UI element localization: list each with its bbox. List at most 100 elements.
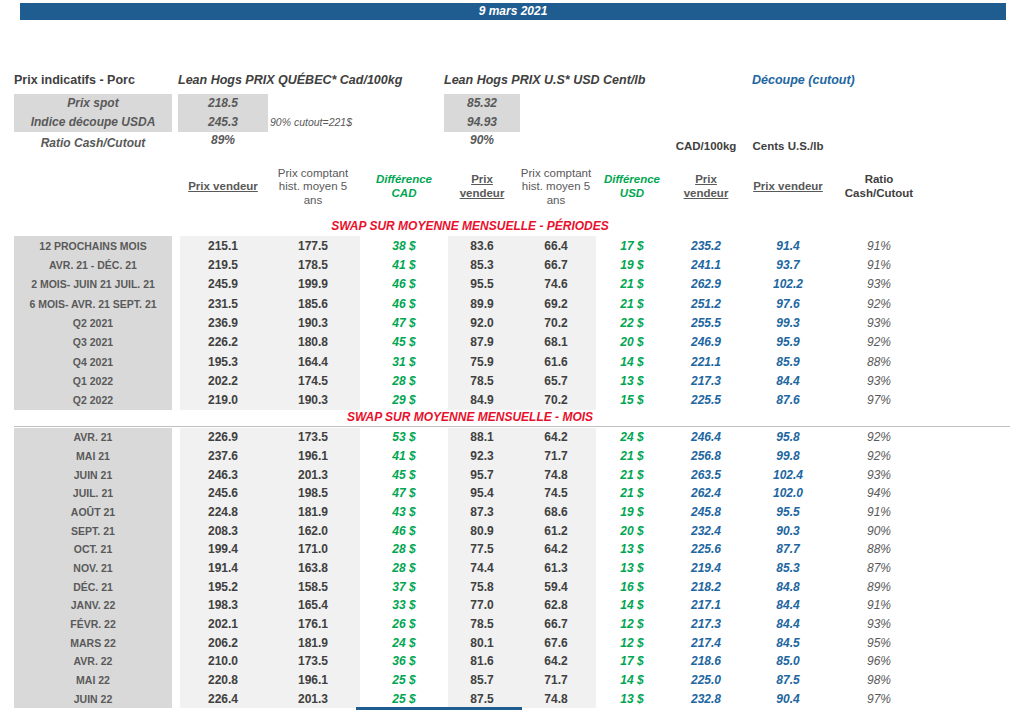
cutout-cad-price: 218.6 [668,652,744,671]
prix-comptant-usd: 74.6 [516,275,596,294]
ratio-cash-cutout-qc-value: 89% [178,131,268,150]
prix-comptant-usd: 61.3 [516,559,596,578]
difference-cad: 28 $ [360,371,448,390]
difference-usd: 22 $ [596,313,668,332]
table-row: AOÛT 21224.8181.943 $87.368.619 $245.895… [14,503,926,522]
row-label: MAI 22 [14,671,172,690]
ratio-cash-cutout-label: Ratio Cash/Cutout [14,134,172,153]
prix-comptant-usd: 67.6 [516,633,596,652]
col-header-cutout-usd: Prix vendeur [744,157,832,217]
row-label: MARS 22 [14,633,172,652]
ratio-cash-cutout: 91% [832,236,926,255]
prix-vendeur-usd: 92.0 [448,313,516,332]
prix-comptant-usd: 68.1 [516,333,596,352]
column-gap [172,294,180,313]
prix-comptant-usd: 74.5 [516,484,596,503]
column-gap [172,352,180,371]
prix-comptant-cad: 164.4 [266,352,360,371]
prix-vendeur-cad: 246.3 [180,465,266,484]
prix-comptant-cad: 190.3 [266,313,360,332]
row-label: 2 MOIS- JUIN 21 JUIL. 21 [14,275,172,294]
prix-comptant-usd: 71.7 [516,447,596,466]
col-header-difference-cad: Différence CAD [360,157,448,217]
prix-comptant-cad: 165.4 [266,596,360,615]
prix-comptant-cad: 196.1 [266,447,360,466]
prix-comptant-cad: 181.9 [266,633,360,652]
ratio-cash-cutout: 90% [832,521,926,540]
prix-comptant-usd: 64.2 [516,540,596,559]
difference-cad: 28 $ [360,540,448,559]
row-label: SEPT. 21 [14,521,172,540]
column-gap [172,275,180,294]
cutout-cad-price: 251.2 [668,294,744,313]
difference-usd: 19 $ [596,503,668,522]
ratio-cash-cutout: 95% [832,633,926,652]
prix-comptant-usd: 62.8 [516,596,596,615]
prix-vendeur-cad: 195.2 [180,577,266,596]
prix-vendeur-cad: 226.2 [180,333,266,352]
difference-cad: 36 $ [360,652,448,671]
row-label: JUIL. 21 [14,484,172,503]
ratio-cash-cutout: 88% [832,352,926,371]
summary-quebec-values: 218.5 245.3 [178,94,268,132]
col-header-prix-comptant-usd: Prix comptant hist. moyen 5 ans [516,157,596,217]
prix-vendeur-cad: 208.3 [180,521,266,540]
difference-cad: 47 $ [360,484,448,503]
difference-usd: 16 $ [596,577,668,596]
cutout-usd-price: 95.9 [744,333,832,352]
cutout-usd-price: 99.8 [744,447,832,466]
difference-cad: 31 $ [360,352,448,371]
ratio-cash-cutout: 91% [832,255,926,274]
prix-comptant-cad: 178.5 [266,255,360,274]
prix-vendeur-usd: 85.7 [448,671,516,690]
cutout-us-unit-header: Cents U.S./lb [744,140,832,152]
cutout-cad-price: 235.2 [668,236,744,255]
spot-price-qc-value: 218.5 [178,94,268,113]
prix-vendeur-usd: 80.9 [448,521,516,540]
prix-comptant-cad: 198.5 [266,484,360,503]
row-label: MAI 21 [14,447,172,466]
difference-cad: 25 $ [360,671,448,690]
ratio-cash-cutout: 92% [832,428,926,447]
difference-cad: 29 $ [360,391,448,410]
prix-comptant-usd: 65.7 [516,371,596,390]
column-gap [172,428,180,447]
prix-vendeur-usd: 78.5 [448,371,516,390]
prix-vendeur-usd: 95.7 [448,465,516,484]
prix-comptant-cad: 190.3 [266,391,360,410]
prix-vendeur-usd: 95.4 [448,484,516,503]
table-row: 2 MOIS- JUIN 21 JUIL. 21245.9199.946 $95… [14,275,926,294]
ratio-cash-cutout: 93% [832,465,926,484]
cutout-usd-price: 102.2 [744,275,832,294]
prix-vendeur-cad: 202.2 [180,371,266,390]
column-gap [172,157,180,217]
prix-vendeur-cad: 219.5 [180,255,266,274]
cutout-cad-price: 225.5 [668,391,744,410]
difference-usd: 20 $ [596,333,668,352]
column-gap [172,255,180,274]
column-gap [172,689,180,708]
cutout-cad-price: 245.8 [668,503,744,522]
prix-comptant-cad: 201.3 [266,689,360,708]
prix-comptant-usd: 64.2 [516,428,596,447]
cutout-usd-price: 97.6 [744,294,832,313]
difference-usd: 21 $ [596,275,668,294]
difference-usd: 14 $ [596,352,668,371]
prix-comptant-usd: 64.2 [516,652,596,671]
difference-cad: 45 $ [360,333,448,352]
table-row: Q4 2021195.3164.431 $75.961.614 $221.185… [14,352,926,371]
prix-comptant-cad: 162.0 [266,521,360,540]
prix-vendeur-usd: 85.3 [448,255,516,274]
cutout-usd-price: 95.5 [744,503,832,522]
table-row: 6 MOIS- AVR. 21 SEPT. 21231.5185.646 $89… [14,294,926,313]
column-gap [172,652,180,671]
prix-vendeur-cad: 224.8 [180,503,266,522]
col-header-difference-usd: Différence USD [596,157,668,217]
prix-comptant-cad: 176.1 [266,615,360,634]
ratio-cash-cutout: 93% [832,615,926,634]
prix-comptant-usd: 68.6 [516,503,596,522]
cutout-cad-price: 232.8 [668,689,744,708]
difference-usd: 24 $ [596,428,668,447]
cutout-cad-price: 225.0 [668,671,744,690]
row-label: Q2 2021 [14,313,172,332]
